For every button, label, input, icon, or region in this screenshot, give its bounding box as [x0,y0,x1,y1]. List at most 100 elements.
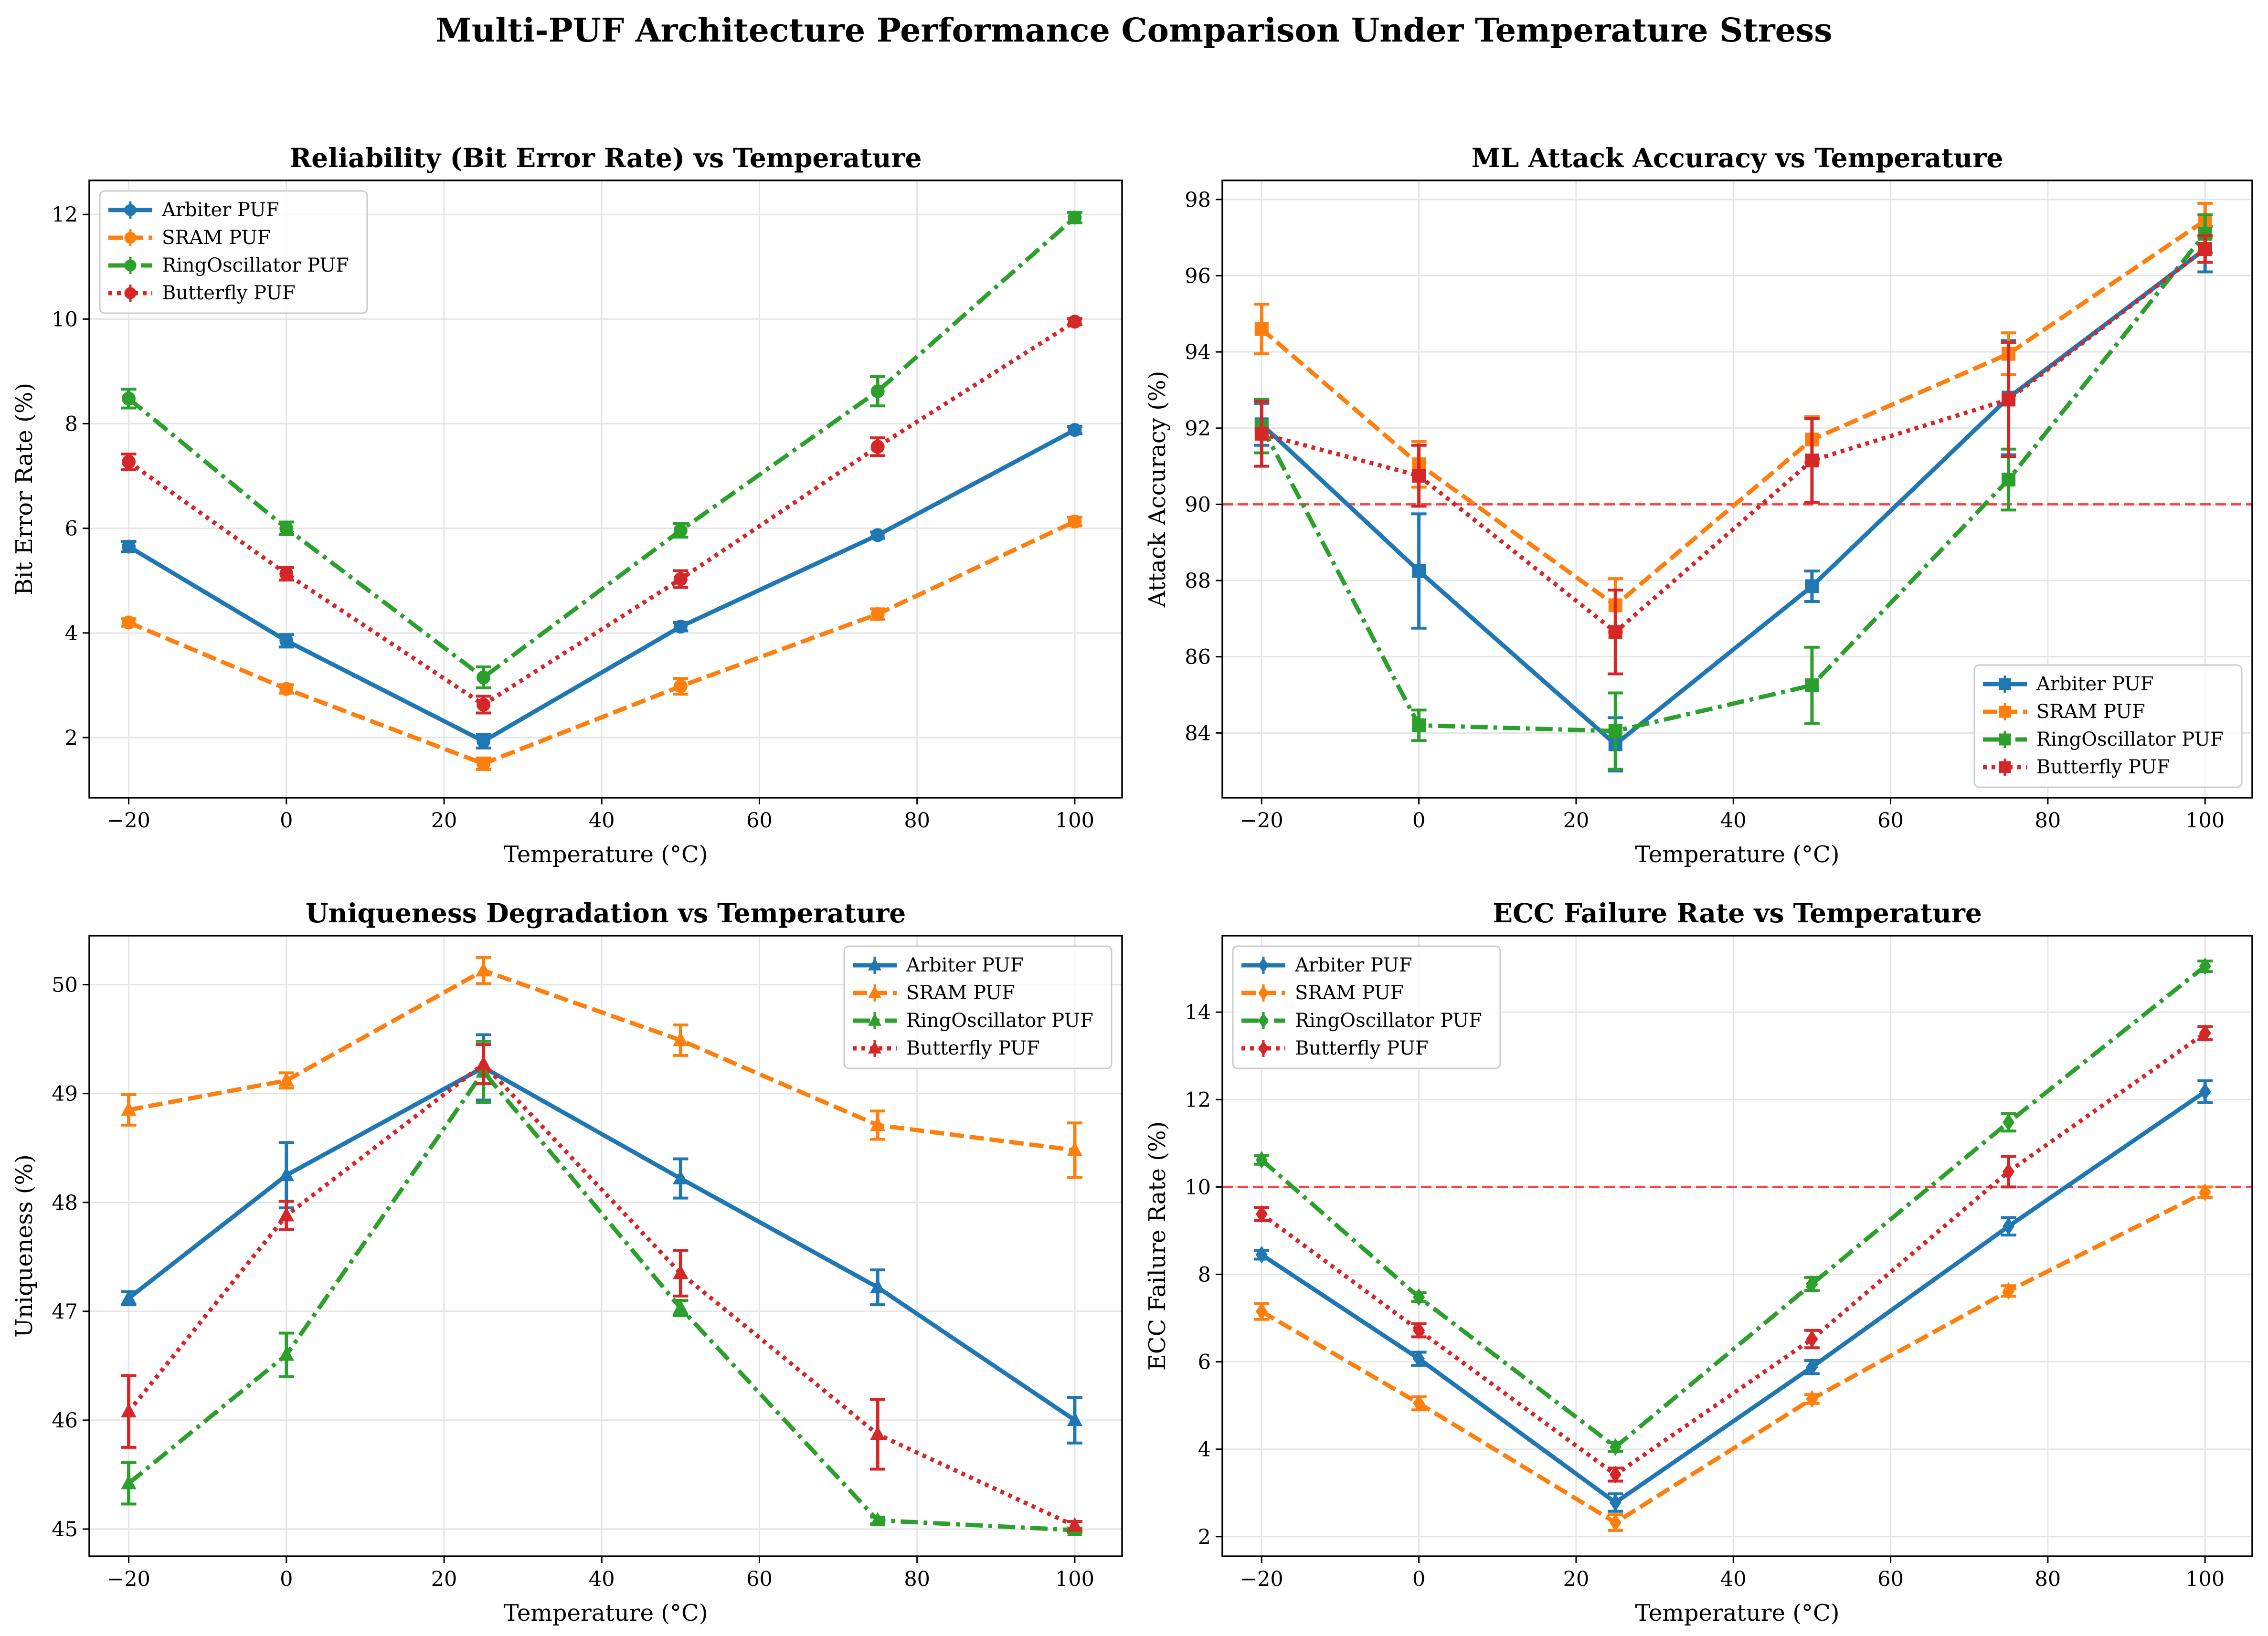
x-tick-label: 0 [1412,809,1425,833]
legend-swatch-marker [868,1041,882,1054]
series [1254,1183,2213,1532]
y-tick-label: 45 [52,1518,78,1541]
series-line [1260,1031,2206,1477]
panel-title: ML Attack Accuracy vs Temperature [1472,142,2003,173]
legend-swatch-marker [124,232,137,244]
axes-frame [88,935,1123,1557]
y-tick-label: 92 [1185,417,1211,441]
x-tick-label: 20 [1563,809,1590,833]
legend-swatch-marker [124,204,137,216]
y-tick-label: 4 [65,622,78,645]
data-point [1255,1245,1268,1264]
data-point [1609,1438,1622,1456]
y-tick-label: 49 [52,1082,78,1106]
data-point [869,1278,886,1294]
y-axis-label: Uniqueness (%) [11,1154,38,1338]
legend-swatch-marker [1999,733,2011,746]
x-tick-label: 60 [1877,1567,1904,1591]
x-tick-label: 80 [904,809,930,833]
y-tick-label: 96 [1185,264,1211,288]
data-point [1412,469,1426,483]
panel-title: Reliability (Bit Error Rate) vs Temperat… [290,142,922,173]
legend-swatch-marker [1258,985,1269,1001]
chart-panel: −20 0 20 40 60 80 100 2 4 6 8 10 12 14 ECC Failure Rat… [1144,897,2253,1626]
panel-title: Uniqueness Degradation vs Temperature [306,897,906,929]
figure-title: Multi-PUF Architecture Performance Compa… [435,11,1833,50]
data-point [1254,427,1269,441]
legend-label: SRAM PUF [1295,982,1404,1004]
x-axis-label: Temperature (°C) [504,841,708,868]
data-point [2198,242,2212,256]
data-point [278,1072,295,1087]
legend-swatch-marker [1258,1013,1269,1028]
axes-frame [1221,935,2253,1557]
series-line [127,216,1076,680]
data-point [1805,678,1819,693]
data-point [121,1101,137,1116]
data-point [1255,1302,1268,1320]
data-point [1068,423,1082,437]
series [121,956,1083,1179]
legend-label: Butterfly PUF [162,282,296,304]
data-point [2199,1024,2211,1042]
data-point [673,679,688,694]
y-tick-label: 12 [1185,1088,1211,1112]
x-tick-label: 100 [1055,1567,1094,1591]
data-point [278,1346,295,1361]
legend-label: Arbiter PUF [1294,954,1412,976]
x-tick-label: 60 [746,809,773,833]
series-line [127,320,1076,707]
x-tick-label: 100 [2185,1567,2225,1591]
x-axis-label: Temperature (°C) [1635,841,1840,868]
x-tick-label: 20 [431,1567,457,1591]
series [121,1043,1083,1532]
data-point [1412,718,1426,732]
legend-swatch-marker [1999,678,2011,690]
data-point [477,757,491,771]
data-point [476,1055,491,1070]
data-point [122,615,136,630]
data-point [2002,392,2016,407]
y-tick-label: 10 [1185,1175,1211,1199]
x-tick-label: 60 [746,1567,773,1591]
legend-label: Arbiter PUF [906,954,1024,976]
y-axis-label: ECC Failure Rate (%) [1144,1121,1171,1371]
y-axis-label: Bit Error Rate (%) [11,383,38,595]
series [121,514,1082,771]
series-line [127,1062,1076,1528]
data-point [2199,1083,2211,1101]
y-tick-label: 98 [1185,188,1211,212]
data-point [121,1475,137,1489]
y-tick-label: 2 [1198,1525,1211,1549]
data-point [279,682,294,696]
series [1254,1024,2213,1484]
data-point [870,440,885,454]
series [1254,234,2213,676]
y-tick-label: 2 [65,726,78,750]
series [1254,1079,2213,1513]
series-line [127,519,1076,766]
x-axis-label: Temperature (°C) [1635,1600,1840,1626]
data-point [1067,1412,1083,1426]
x-tick-label: 100 [2185,809,2225,833]
series-line [1261,247,2206,634]
series-line [1261,1190,2206,1525]
series [1254,957,2213,1456]
series-line [127,1069,1075,1532]
data-point [1608,724,1622,738]
legend-label: SRAM PUF [162,227,271,249]
data-point [1806,1330,1818,1348]
x-tick-label: 40 [1720,1567,1747,1591]
y-tick-label: 8 [1198,1263,1211,1287]
y-tick-label: 88 [1185,569,1211,593]
y-tick-label: 50 [52,973,78,997]
series-line [127,1065,1076,1422]
data-point [673,1299,689,1314]
data-point [869,1511,886,1527]
data-point [1609,1514,1622,1531]
data-point [1413,1350,1425,1368]
legend-swatch-marker [868,958,882,971]
data-point [476,962,491,977]
chart-panel: −20 0 20 40 60 80 100 45 46 47 48 49 50 Uniqueness De… [11,897,1123,1626]
legend-label: RingOscillator PUF [162,254,349,276]
